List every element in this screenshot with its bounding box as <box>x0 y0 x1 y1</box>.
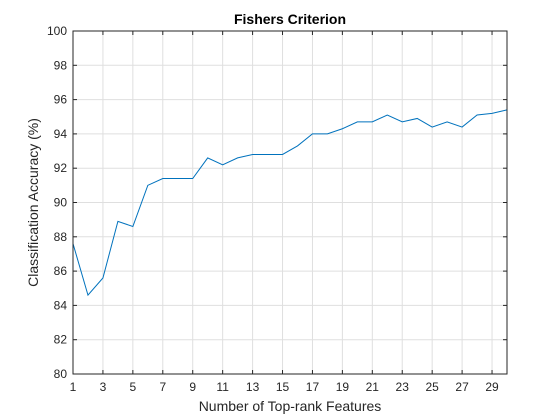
x-tick-label: 1 <box>70 380 77 394</box>
x-tick-label: 11 <box>216 380 229 394</box>
y-tick-label: 82 <box>54 333 68 347</box>
x-tick-label: 27 <box>455 380 469 394</box>
y-tick-label: 94 <box>54 127 68 141</box>
y-tick-label: 92 <box>54 161 68 175</box>
x-tick-label: 23 <box>396 380 410 394</box>
x-tick-label: 17 <box>306 380 320 394</box>
y-tick-label: 100 <box>47 24 67 38</box>
x-tick-label: 7 <box>159 380 166 394</box>
y-tick-label: 90 <box>54 196 68 210</box>
y-tick-label: 98 <box>54 58 68 72</box>
x-tick-label: 15 <box>276 380 290 394</box>
x-tick-label: 29 <box>485 380 499 394</box>
y-tick-label: 86 <box>54 264 68 278</box>
x-tick-label: 13 <box>246 380 260 394</box>
series-layer <box>72 109 508 297</box>
chart-title: Fishers Criterion <box>234 11 346 27</box>
y-axis-title: Classification Accuracy (%) <box>25 118 41 287</box>
plot-frame <box>72 30 508 375</box>
y-tick-label: 88 <box>54 230 68 244</box>
x-tick-label: 9 <box>189 380 196 394</box>
x-tick-label: 25 <box>425 380 439 394</box>
y-tick-label: 80 <box>54 367 68 381</box>
x-tick-label: 21 <box>366 380 380 394</box>
series-line-0 <box>72 109 508 297</box>
axis-ticks: 1 3 5 7 9 11 13 15 17 19 21 23 25 27 29808284868890929… <box>47 24 507 394</box>
y-tick-label: 96 <box>54 93 68 107</box>
y-tick-label: 84 <box>54 298 68 312</box>
x-tick-label: 19 <box>336 380 350 394</box>
x-tick-label: 3 <box>100 380 107 394</box>
x-tick-label: 5 <box>130 380 137 394</box>
x-axis-title: Number of Top-rank Features <box>199 398 382 414</box>
